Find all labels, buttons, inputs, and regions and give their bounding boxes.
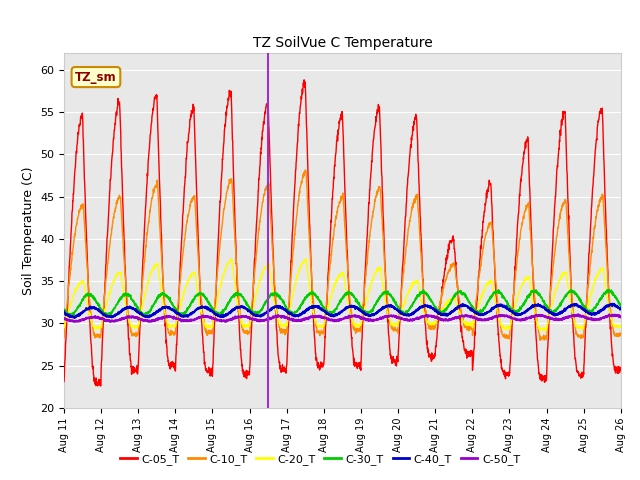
Text: TZ_sm: TZ_sm [75,71,116,84]
Title: TZ SoilVue C Temperature: TZ SoilVue C Temperature [253,36,432,50]
Legend: C-05_T, C-10_T, C-20_T, C-30_T, C-40_T, C-50_T: C-05_T, C-10_T, C-20_T, C-30_T, C-40_T, … [115,450,525,469]
Y-axis label: Soil Temperature (C): Soil Temperature (C) [22,166,35,295]
